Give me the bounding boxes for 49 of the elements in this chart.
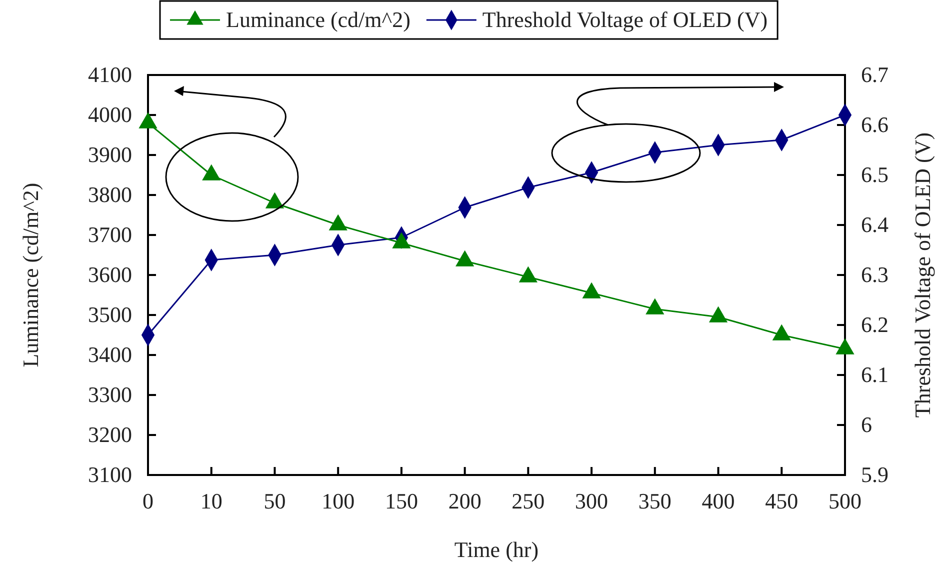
- y2-tick-label: 6.2: [861, 312, 888, 338]
- x-tick-label: 200: [448, 488, 482, 514]
- x-tick-label: 150: [384, 488, 418, 514]
- x-tick-label: 10: [200, 488, 222, 514]
- y2-tick-label: 5.9: [861, 462, 888, 488]
- point: [138, 112, 158, 128]
- point: [456, 250, 474, 266]
- x-tick-label: 400: [702, 488, 735, 514]
- y-tick-label: 3500: [88, 302, 132, 328]
- point: [646, 298, 664, 314]
- legend-label: Threshold Voltage of OLED (V): [482, 7, 768, 32]
- y-tick-label: 4000: [88, 102, 132, 128]
- point: [328, 214, 348, 230]
- y2-tick-label: 6: [861, 412, 872, 438]
- y-tick-label: 3400: [88, 342, 132, 368]
- y-tick-label: 3700: [88, 222, 132, 248]
- y-tick-label: 3300: [88, 382, 132, 408]
- y2-axis-title: Threshold Voltage of OLED (V): [910, 132, 935, 418]
- x-tick-label: 0: [142, 488, 154, 514]
- point: [772, 324, 791, 340]
- y2-tick-label: 6.4: [861, 212, 888, 238]
- point: [582, 282, 601, 298]
- point: [392, 232, 411, 248]
- y-tick-label: 4100: [88, 62, 132, 88]
- x-tick-label: 500: [828, 488, 862, 514]
- point: [202, 164, 221, 180]
- point: [265, 192, 284, 208]
- y-tick-label: 3200: [88, 422, 132, 448]
- point: [836, 338, 854, 354]
- x-tick-label: 350: [638, 488, 672, 514]
- y2-tick-label: 6.5: [861, 162, 888, 188]
- x-tick-label: 300: [575, 488, 608, 514]
- y2-tick-label: 6.3: [861, 262, 888, 288]
- y-tick-label: 3600: [88, 262, 132, 288]
- y-axis-title: Luminance (cd/m^2): [18, 182, 43, 368]
- y2-tick-label: 6.1: [861, 362, 888, 388]
- x-axis-title: Time (hr): [454, 537, 539, 562]
- x-tick-label: 100: [322, 488, 355, 514]
- x-tick-label: 250: [512, 488, 545, 514]
- y2-tick-label: 6.7: [861, 62, 888, 88]
- x-tick-label: 450: [765, 488, 798, 514]
- y-tick-label: 3900: [88, 142, 132, 168]
- y-tick-label: 3100: [88, 462, 132, 488]
- point: [518, 266, 538, 282]
- y-tick-label: 3800: [88, 182, 132, 208]
- y2-tick-label: 6.6: [861, 112, 888, 138]
- point: [708, 306, 728, 322]
- legend-label: Luminance (cd/m^2): [226, 7, 410, 32]
- x-tick-label: 50: [264, 488, 286, 514]
